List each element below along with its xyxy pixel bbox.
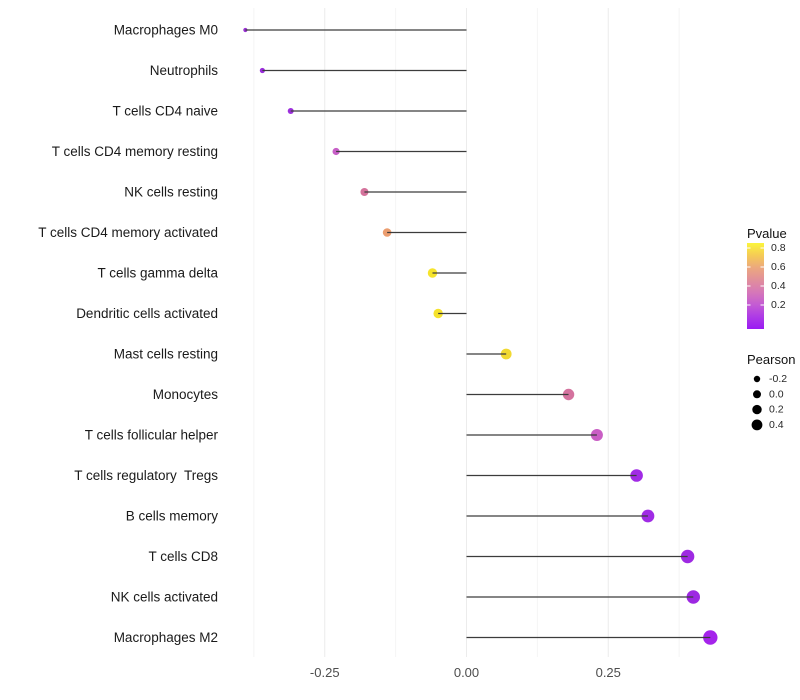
pearson-legend-title: Pearson (747, 352, 795, 367)
pearson-legend-label: 0.0 (769, 388, 784, 400)
y-axis-label: Dendritic cells activated (76, 306, 218, 321)
gridlines (253, 8, 680, 657)
pearson-legend-label: -0.2 (769, 373, 787, 385)
y-axis-label: T cells follicular helper (85, 428, 219, 443)
x-axis-tick-label: -0.25 (310, 665, 340, 680)
lollipop-segments (245, 29, 711, 639)
pearson-legend-dot (753, 375, 761, 383)
pearson-legend-dot (751, 419, 763, 431)
lollipop-points (243, 27, 718, 645)
x-axis-tick-label: 0.25 (596, 665, 621, 680)
y-axis-label: NK cells resting (124, 185, 218, 200)
y-axis-label: T cells regulatory Tregs (74, 468, 218, 483)
y-axis-label: Mast cells resting (114, 347, 218, 362)
lollipop-point (433, 308, 443, 319)
pvalue-legend-title: Pvalue (747, 226, 787, 241)
x-axis-tick-label: 0.00 (454, 665, 479, 680)
y-axis-label: T cells gamma delta (97, 266, 218, 281)
pvalue-colorbar (747, 243, 764, 329)
pearson-legend-label: 0.4 (769, 419, 784, 431)
pearson-legend-label: 0.2 (769, 404, 784, 416)
y-axis-label: B cells memory (126, 509, 219, 524)
colorbar-tick-label: 0.8 (771, 242, 786, 254)
lollipop-point (427, 268, 438, 278)
y-axis-label: Macrophages M2 (114, 630, 218, 645)
y-axis-label: Neutrophils (150, 63, 219, 78)
y-axis-label: Monocytes (153, 387, 219, 402)
y-axis-labels: Macrophages M0 Neutrophils T cells CD4 nai… (38, 23, 218, 646)
y-axis-label: T cells CD4 memory resting (52, 144, 218, 159)
y-axis-label: T cells CD4 memory activated (38, 225, 218, 240)
pearson-legend: Pearson -0.2 0.0 0.2 0.4 (747, 352, 795, 431)
pearson-legend-dot (753, 390, 761, 399)
colorbar-tick-label: 0.6 (771, 261, 786, 273)
x-axis-tick-labels: -0.25 0.00 0.25 (310, 665, 621, 680)
y-axis-label: NK cells activated (111, 590, 218, 605)
colorbar-tick-label: 0.2 (771, 299, 786, 311)
colorbar-tick-label: 0.4 (771, 280, 786, 292)
y-axis-label: Macrophages M0 (114, 23, 218, 38)
pearson-legend-dot (752, 404, 762, 415)
y-axis-label: T cells CD4 naive (112, 104, 218, 119)
y-axis-label: T cells CD8 (148, 549, 218, 564)
